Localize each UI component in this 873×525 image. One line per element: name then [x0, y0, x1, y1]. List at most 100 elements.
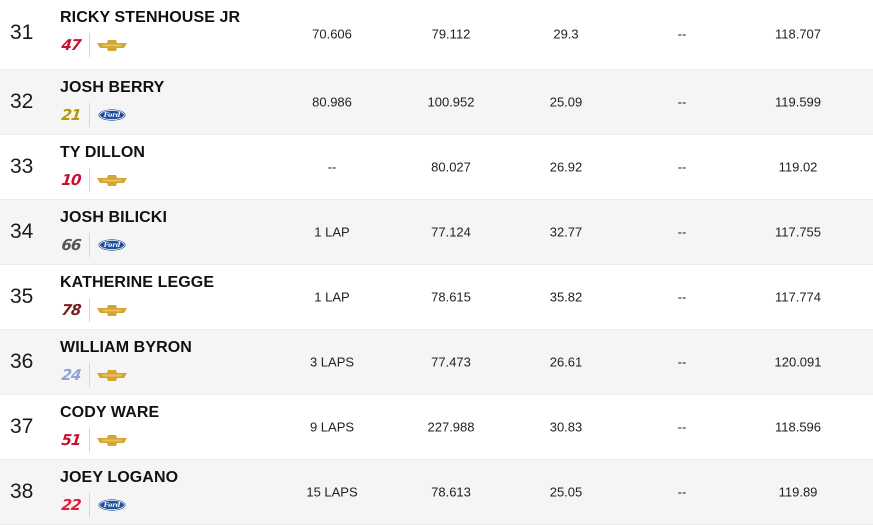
- manufacturer-logo: [97, 303, 127, 317]
- chevrolet-bowtie-icon: [97, 304, 127, 316]
- driver-name-link[interactable]: TY DILLON: [60, 144, 146, 161]
- fastest-lap-cell: 119.02: [778, 159, 818, 175]
- best-time-cell: 25.09: [549, 94, 583, 110]
- behind-cell: 15 LAPS: [306, 484, 358, 500]
- manufacturer-logo: [97, 173, 127, 187]
- divider: [89, 298, 90, 322]
- driver-cell: KATHERINE LEGGE 78: [60, 273, 214, 322]
- best-time-cell: 29.3: [553, 26, 579, 41]
- behind-cell: 1 LAP: [314, 289, 350, 305]
- ford-oval-icon: Ford: [98, 499, 126, 511]
- divider: [89, 493, 90, 517]
- car-number-badge: 10: [60, 171, 82, 189]
- chevrolet-bowtie-icon: [97, 39, 127, 51]
- fastest-lap-cell: 119.599: [774, 94, 822, 110]
- behind-cell: 3 LAPS: [309, 354, 355, 370]
- car-number-badge: 47: [60, 36, 82, 54]
- position-cell: 33: [10, 155, 34, 178]
- driver-name-link[interactable]: WILLIAM BYRON: [60, 339, 192, 356]
- behind-cell: 9 LAPS: [309, 419, 355, 435]
- behind-cell: 70.606: [312, 26, 352, 41]
- fastest-lap-cell: 119.89: [778, 484, 818, 500]
- best-speed-cell: 80.027: [431, 159, 471, 175]
- position-cell: 31: [10, 20, 34, 44]
- chevrolet-bowtie-icon: [97, 369, 127, 381]
- best-speed-cell: 227.988: [427, 419, 475, 435]
- driver-meta: 22 Ford: [60, 493, 178, 517]
- driver-name-link[interactable]: KATHERINE LEGGE: [60, 274, 215, 291]
- ford-oval-icon: Ford: [98, 239, 126, 251]
- fastest-lap-cell: 117.755: [774, 224, 822, 240]
- driver-meta: 47: [60, 33, 240, 57]
- driver-cell: WILLIAM BYRON 24: [60, 338, 192, 387]
- best-speed-cell: 100.952: [427, 94, 475, 110]
- driver-name-link[interactable]: JOSH BERRY: [60, 79, 165, 96]
- driver-meta: 78: [60, 298, 214, 322]
- driver-cell: RICKY STENHOUSE JR 47: [60, 8, 240, 57]
- laps-led-cell: --: [677, 224, 687, 240]
- best-speed-cell: 77.124: [431, 224, 471, 240]
- best-time-cell: 32.77: [549, 224, 583, 240]
- position-cell: 38: [10, 480, 34, 503]
- manufacturer-logo: [97, 368, 127, 382]
- driver-name-link[interactable]: JOEY LOGANO: [60, 469, 179, 486]
- driver-meta: 21 Ford: [60, 103, 164, 127]
- table-row: 34 JOSH BILICKI 66 Ford 1 LAP 77.124 32.…: [0, 200, 873, 265]
- car-number-badge: 51: [60, 431, 82, 449]
- best-speed-cell: 78.615: [431, 289, 471, 305]
- fastest-lap-cell: 118.596: [774, 419, 822, 435]
- divider: [89, 363, 90, 387]
- svg-text:Ford: Ford: [103, 111, 121, 119]
- driver-cell: JOSH BERRY 21 Ford: [60, 78, 164, 127]
- driver-name-link[interactable]: CODY WARE: [60, 404, 160, 421]
- driver-meta: 66 Ford: [60, 233, 167, 257]
- manufacturer-logo: Ford: [97, 108, 127, 122]
- driver-name-link[interactable]: JOSH BILICKI: [60, 209, 167, 226]
- divider: [89, 428, 90, 452]
- laps-led-cell: --: [677, 289, 687, 305]
- table-row: 33 TY DILLON 10 -- 80.027 26.92 -- 119.0…: [0, 135, 873, 200]
- laps-led-cell: --: [677, 354, 687, 370]
- laps-led-cell: --: [677, 94, 687, 110]
- table-row: 37 CODY WARE 51 9 LAPS 227.988 30.83 -- …: [0, 395, 873, 460]
- position-cell: 35: [10, 285, 34, 308]
- best-time-cell: 26.92: [549, 159, 583, 175]
- driver-name-link[interactable]: RICKY STENHOUSE JR: [60, 9, 241, 26]
- best-speed-cell: 77.473: [431, 354, 471, 370]
- car-number-badge: 78: [60, 301, 82, 319]
- manufacturer-logo: Ford: [97, 238, 127, 252]
- table-row: 31 RICKY STENHOUSE JR 47 70.606 79.112 2…: [0, 0, 873, 70]
- best-time-cell: 26.61: [549, 354, 583, 370]
- position-cell: 36: [10, 350, 34, 373]
- driver-meta: 51: [60, 428, 159, 452]
- manufacturer-logo: [97, 433, 127, 447]
- driver-cell: JOSH BILICKI 66 Ford: [60, 208, 167, 257]
- best-time-cell: 30.83: [549, 419, 583, 435]
- table-row: 36 WILLIAM BYRON 24 3 LAPS 77.473 26.61 …: [0, 330, 873, 395]
- car-number-badge: 24: [60, 366, 82, 384]
- divider: [89, 233, 90, 257]
- fastest-lap-cell: 117.774: [774, 289, 822, 305]
- fastest-lap-cell: 118.707: [774, 26, 822, 41]
- divider: [89, 168, 90, 192]
- best-speed-cell: 79.112: [431, 26, 471, 41]
- svg-text:Ford: Ford: [103, 241, 121, 249]
- manufacturer-logo: [97, 38, 127, 52]
- chevrolet-bowtie-icon: [97, 434, 127, 446]
- laps-led-cell: --: [677, 26, 687, 41]
- position-cell: 32: [10, 90, 34, 113]
- chevrolet-bowtie-icon: [97, 174, 127, 186]
- svg-text:Ford: Ford: [103, 501, 121, 509]
- driver-cell: CODY WARE 51: [60, 403, 159, 452]
- behind-cell: 1 LAP: [314, 224, 350, 240]
- laps-led-cell: --: [677, 159, 687, 175]
- position-cell: 37: [10, 415, 34, 438]
- driver-cell: JOEY LOGANO 22 Ford: [60, 468, 178, 517]
- driver-cell: TY DILLON 10: [60, 143, 145, 192]
- table-row: 32 JOSH BERRY 21 Ford 80.986 100.952 25.…: [0, 70, 873, 135]
- car-number-badge: 66: [60, 236, 82, 254]
- position-cell: 34: [10, 220, 34, 243]
- divider: [89, 103, 90, 127]
- behind-cell: 80.986: [312, 94, 352, 110]
